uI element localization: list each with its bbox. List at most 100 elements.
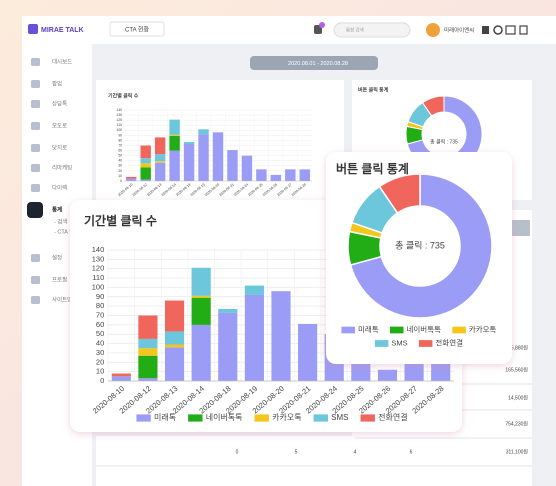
menu-icon bbox=[31, 144, 40, 152]
table-cells: 345,880원 165,560원 14,500원 754,230원 311,100원 0… bbox=[236, 344, 529, 455]
table-cell: 0 bbox=[236, 449, 239, 455]
bar-segment bbox=[140, 163, 151, 168]
avatar[interactable] bbox=[426, 23, 440, 37]
table-cell: 345,880원 bbox=[505, 344, 528, 351]
bar-segment bbox=[198, 134, 209, 181]
menu-icon bbox=[31, 296, 40, 304]
logout-icon[interactable] bbox=[519, 25, 528, 35]
y-tick-label: 50 bbox=[96, 329, 104, 338]
legend-label: 카카오톡 bbox=[272, 413, 301, 422]
bar-segment bbox=[140, 145, 151, 159]
legend-swatch bbox=[390, 326, 404, 334]
bar-segment bbox=[244, 294, 264, 381]
menu-item[interactable]: 프로필 bbox=[52, 276, 67, 283]
menu-item[interactable]: 다이렉 bbox=[52, 183, 67, 191]
bar-segment bbox=[111, 376, 131, 381]
menu-item[interactable]: 사이트맵 bbox=[52, 295, 72, 303]
legend-label: 네이버톡톡 bbox=[407, 324, 442, 334]
bar-segment bbox=[351, 359, 371, 381]
bar-segment bbox=[191, 324, 211, 381]
bar-segment bbox=[227, 150, 238, 181]
bar-segment bbox=[241, 155, 253, 181]
settings-icon[interactable] bbox=[493, 25, 503, 35]
menu-item[interactable]: 닷지로 bbox=[52, 143, 67, 151]
table bbox=[96, 436, 352, 486]
sound-icon[interactable] bbox=[482, 26, 489, 34]
tab-label[interactable]: CTA 현황 bbox=[125, 26, 149, 34]
bar-segment bbox=[285, 169, 296, 181]
menu-icon bbox=[27, 202, 43, 218]
legend-item: 네이버톡톡 bbox=[390, 324, 441, 334]
menu-icon bbox=[31, 58, 40, 66]
submenu-item[interactable]: - 검색 bbox=[54, 217, 67, 225]
legend-item: 미래톡 bbox=[341, 325, 379, 334]
legend-item: 전화연결 bbox=[418, 337, 463, 347]
date-pill[interactable] bbox=[250, 56, 378, 70]
y-tick-label: 60 bbox=[118, 148, 122, 152]
table-cell: 6 bbox=[410, 449, 413, 455]
y-tick-label: 10 bbox=[96, 367, 104, 376]
y-tick-label: 70 bbox=[118, 143, 122, 147]
user-name[interactable]: 미래아이엔씨 bbox=[444, 26, 474, 34]
bar-segment bbox=[218, 312, 238, 381]
date-range[interactable]: 2020.08.01 - 2020.08.28 bbox=[288, 61, 348, 67]
legend-label: 카카오톡 bbox=[469, 325, 497, 334]
brand: MIRAE TALK bbox=[41, 27, 84, 34]
legend-swatch bbox=[374, 340, 389, 347]
y-tick-label: 130 bbox=[92, 254, 105, 263]
pie-chart: 총 클릭 : 735 미래톡 네이버톡톡 카카오톡 SMS 전화연결 bbox=[341, 173, 497, 347]
bar-segment bbox=[164, 347, 185, 381]
legend-item: 전화연결 bbox=[360, 412, 408, 422]
legend-swatch bbox=[136, 414, 151, 422]
y-tick-label: 90 bbox=[96, 292, 104, 301]
y-tick-label: 20 bbox=[96, 357, 104, 366]
y-tick-label: 30 bbox=[96, 348, 104, 357]
bar-segment bbox=[126, 176, 137, 179]
search-placeholder[interactable]: 통합 검색 bbox=[346, 27, 364, 34]
y-tick-label: 80 bbox=[96, 301, 104, 310]
bar-segment bbox=[183, 141, 195, 144]
bar-segment bbox=[191, 267, 211, 296]
legend-label: 미래톡 bbox=[154, 413, 176, 422]
bar-segment bbox=[111, 373, 131, 377]
menu-item[interactable]: 상담톡 bbox=[52, 99, 67, 107]
legend-item: 카카오톡 bbox=[452, 325, 497, 334]
menu-item[interactable]: 통계 bbox=[52, 205, 62, 213]
bar-segment bbox=[244, 285, 264, 295]
table-cell: 754,230원 bbox=[505, 420, 528, 427]
submenu-item[interactable]: - CTA 현황 bbox=[54, 227, 79, 235]
bar-segment bbox=[138, 315, 158, 339]
y-tick-label: 110 bbox=[92, 273, 104, 282]
menu-item[interactable]: 팝업 bbox=[52, 79, 62, 87]
legend-item: SMS bbox=[313, 413, 349, 422]
y-tick-label: 110 bbox=[117, 123, 123, 127]
y-tick-label: 60 bbox=[96, 320, 104, 329]
menu-item[interactable]: 리마케팅 bbox=[52, 163, 72, 171]
legend-swatch bbox=[452, 326, 466, 334]
chart-title: 기간별 클릭 수 bbox=[108, 92, 139, 99]
y-tick-label: 90 bbox=[118, 133, 122, 137]
tab[interactable] bbox=[109, 21, 165, 37]
y-tick-label: 100 bbox=[92, 282, 105, 291]
bar-segment bbox=[126, 178, 137, 181]
legend-item: 네이버톡톡 bbox=[188, 412, 243, 422]
menu-item[interactable]: 설정 bbox=[52, 253, 62, 261]
bar-segment bbox=[169, 135, 180, 151]
search-box[interactable] bbox=[333, 22, 411, 38]
legend-label: 네이버톡톡 bbox=[206, 412, 243, 422]
menu-item[interactable]: 대시보드 bbox=[52, 57, 72, 65]
chart-title: 버튼 클릭 통계 bbox=[358, 86, 389, 93]
legend-swatch bbox=[254, 414, 269, 422]
legend: 미래톡 네이버톡톡 카카오톡 SMS 전화연결 bbox=[136, 412, 408, 422]
y-tick-label: 130 bbox=[116, 113, 122, 117]
menu-item[interactable]: 모도로 bbox=[52, 122, 67, 129]
pie-slice bbox=[421, 95, 445, 117]
mail-icon[interactable] bbox=[505, 25, 516, 35]
menu-icon bbox=[31, 100, 40, 108]
table-cell: 4 bbox=[354, 449, 357, 455]
bar-segment bbox=[183, 143, 195, 181]
center-text: 총 클릭 : 735 bbox=[430, 138, 458, 145]
bell-icon[interactable] bbox=[314, 25, 322, 34]
table-cell: 311,100원 bbox=[506, 448, 529, 455]
